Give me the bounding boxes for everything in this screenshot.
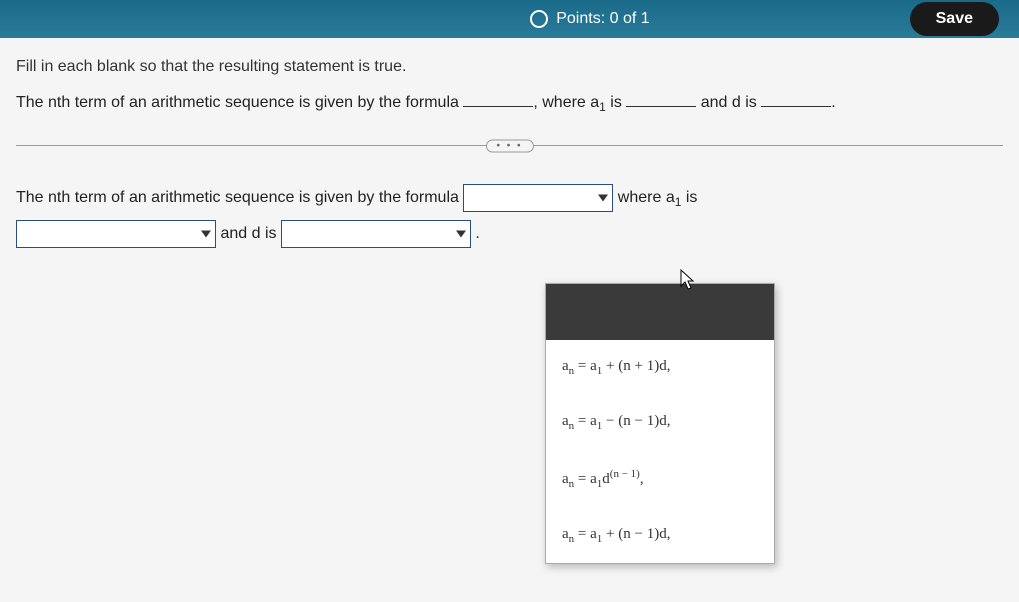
blank-3 <box>761 91 831 107</box>
dropdown-option-4[interactable]: an = a1 + (n − 1)d, <box>546 508 774 563</box>
divider-dots-icon: • • • <box>485 139 533 152</box>
answer-area: The nth term of an arithmetic sequence i… <box>16 180 1003 251</box>
dropdown-option-1[interactable]: an = a1 + (n + 1)d, <box>546 340 774 395</box>
points-label: Points: 0 of 1 <box>556 10 649 28</box>
stem-part4: and d is <box>696 94 761 111</box>
answer-part1: The nth term of an arithmetic sequence i… <box>16 189 463 206</box>
instruction-text: Fill in each blank so that the resulting… <box>16 58 1003 76</box>
progress-circle-icon <box>530 10 548 28</box>
blank-2 <box>626 91 696 107</box>
save-button[interactable]: Save <box>910 2 999 36</box>
stem-sub1: 1 <box>599 100 606 114</box>
blank-1 <box>463 91 533 107</box>
points-indicator: Points: 0 of 1 <box>530 10 649 28</box>
stem-end: . <box>831 94 835 111</box>
chevron-down-icon <box>201 230 211 237</box>
a1-dropdown[interactable] <box>16 220 216 248</box>
chevron-down-icon <box>456 230 466 237</box>
stem-part2: , where a <box>533 94 599 111</box>
question-stem: The nth term of an arithmetic sequence i… <box>16 90 1003 117</box>
content-area: Fill in each blank so that the resulting… <box>0 38 1019 602</box>
answer-end: . <box>475 225 479 242</box>
header-bar: Points: 0 of 1 Save <box>0 0 1019 38</box>
stem-part1: The nth term of an arithmetic sequence i… <box>16 94 463 111</box>
answer-part4: and d is <box>220 225 280 242</box>
section-divider: • • • <box>16 145 1003 146</box>
dropdown-option-3[interactable]: an = a1d(n − 1), <box>546 450 774 508</box>
answer-part3: is <box>681 189 697 206</box>
answer-part2: where a <box>618 189 675 206</box>
chevron-down-icon <box>598 195 608 202</box>
d-dropdown[interactable] <box>281 220 471 248</box>
dropdown-option-2[interactable]: an = a1 − (n − 1)d, <box>546 395 774 450</box>
formula-dropdown[interactable] <box>463 184 613 212</box>
dropdown-option-blank[interactable] <box>546 284 774 340</box>
formula-dropdown-menu: an = a1 + (n + 1)d, an = a1 − (n − 1)d, … <box>545 283 775 564</box>
stem-part3: is <box>606 94 626 111</box>
